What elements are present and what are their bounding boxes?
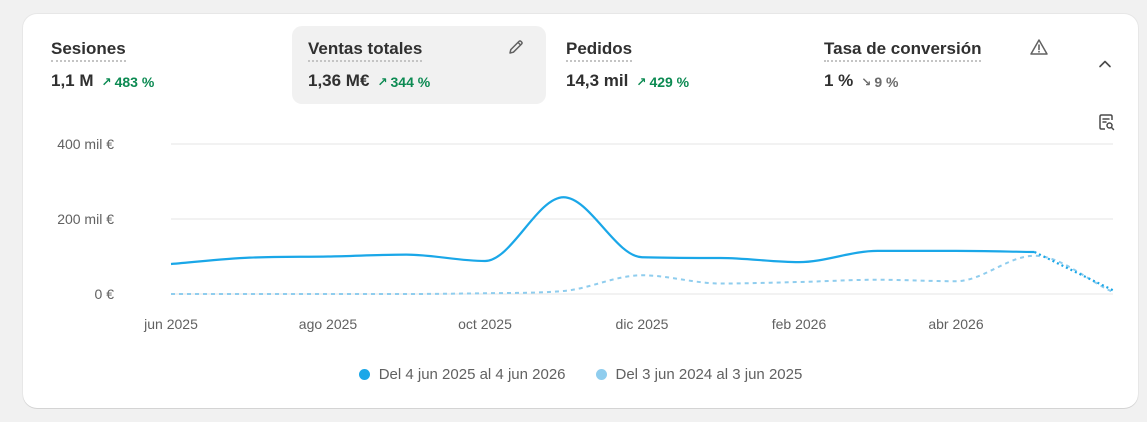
x-tick-label: dic 2025 <box>616 316 669 332</box>
chevron-up-icon[interactable] <box>1094 53 1116 75</box>
metric-value: 1,36 M€ <box>308 71 370 90</box>
trend-up-icon: ↗ <box>636 75 647 89</box>
metric-value: 1 % <box>824 71 854 90</box>
y-tick-label: 200 mil € <box>57 211 114 227</box>
chart-legend: Del 4 jun 2025 al 4 jun 2026 Del 3 jun 2… <box>23 366 1138 383</box>
trend-up-icon: ↗ <box>377 75 388 89</box>
metric-total-sales[interactable]: Ventas totales 1,36 M€ ↗ 344 % <box>292 26 546 104</box>
legend-item-previous[interactable]: Del 3 jun 2024 al 3 jun 2025 <box>595 366 803 383</box>
metric-delta: ↗ 344 % <box>377 74 430 90</box>
x-tick-label: oct 2025 <box>458 316 512 332</box>
legend-label: Del 3 jun 2024 al 3 jun 2025 <box>615 366 803 383</box>
x-tick-label: jun 2025 <box>143 316 198 332</box>
metric-title[interactable]: Sesiones <box>51 39 126 62</box>
legend-label: Del 4 jun 2025 al 4 jun 2026 <box>378 366 566 383</box>
metric-conversion-rate[interactable]: Tasa de conversión 1 % ↘ 9 % <box>808 26 1062 104</box>
series-line-current <box>170 196 1035 266</box>
metric-value: 1,1 M <box>51 71 94 90</box>
y-tick-label: 400 mil € <box>57 136 114 152</box>
warning-icon[interactable] <box>1028 36 1050 58</box>
legend-swatch <box>595 369 607 380</box>
metric-title[interactable]: Tasa de conversión <box>824 39 982 62</box>
y-tick-label: 0 € <box>95 286 115 302</box>
legend-swatch <box>358 369 370 380</box>
pencil-icon[interactable] <box>505 36 527 58</box>
sales-line-chart: 0 € 200 mil € 400 mil € jun 2025 ago 2025 oc… <box>57 136 1114 332</box>
metric-delta-value: 9 % <box>874 74 899 90</box>
metric-sessions[interactable]: Sesiones 1,1 M ↗ 483 % <box>35 26 289 104</box>
x-tick-label: feb 2026 <box>772 316 827 332</box>
x-tick-label: ago 2025 <box>299 316 358 332</box>
chart-gridlines <box>171 143 1113 295</box>
trend-down-icon: ↘ <box>861 75 872 89</box>
chart-search-icon[interactable] <box>1095 111 1117 133</box>
metric-delta: ↗ 429 % <box>636 74 689 90</box>
legend-item-current[interactable]: Del 4 jun 2025 al 4 jun 2026 <box>358 366 566 383</box>
sales-analytics-card: Sesiones 1,1 M ↗ 483 % Ventas totales 1,… <box>23 14 1138 408</box>
x-axis: jun 2025 ago 2025 oct 2025 dic 2025 feb 2026… <box>143 316 984 332</box>
trend-up-icon: ↗ <box>101 75 112 89</box>
metric-delta-value: 483 % <box>114 74 155 90</box>
metric-delta: ↘ 9 % <box>861 74 898 90</box>
metric-delta-value: 429 % <box>649 74 690 90</box>
metric-title[interactable]: Pedidos <box>566 39 633 62</box>
metric-value: 14,3 mil <box>566 71 629 90</box>
metric-delta: ↗ 483 % <box>102 74 155 90</box>
x-tick-label: abr 2026 <box>928 316 983 332</box>
metric-title[interactable]: Ventas totales <box>308 39 423 62</box>
chart-series <box>170 196 1114 296</box>
series-line-previous <box>171 254 1114 296</box>
metric-orders[interactable]: Pedidos 14,3 mil ↗ 429 % <box>550 26 804 104</box>
metric-delta-value: 344 % <box>390 74 431 90</box>
y-axis: 0 € 200 mil € 400 mil € <box>57 136 114 302</box>
